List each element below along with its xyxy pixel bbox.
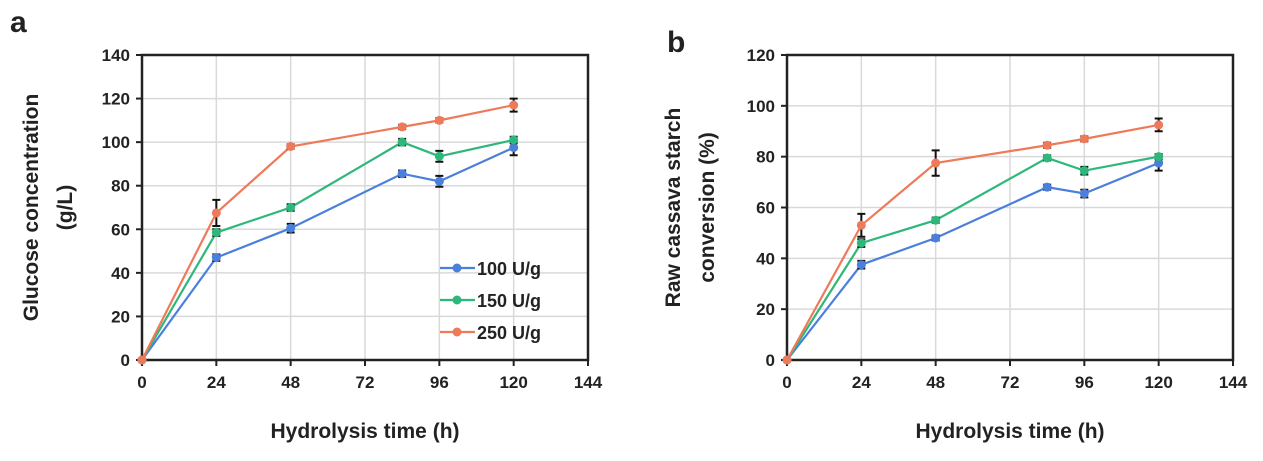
x-tick-label: 24 <box>207 373 226 392</box>
data-point <box>286 223 296 233</box>
data-point <box>856 220 866 230</box>
data-point <box>1042 153 1052 163</box>
x-tick-label: 120 <box>499 373 527 392</box>
data-point <box>1154 120 1164 130</box>
data-point <box>1079 189 1089 199</box>
y-tick-label: 60 <box>756 199 775 218</box>
series-250-U-g <box>782 117 1164 365</box>
data-point <box>397 122 407 132</box>
series-250-U-g <box>137 97 519 365</box>
data-point <box>286 203 296 212</box>
plot-frame <box>785 53 1235 362</box>
legend-label: 250 U/g <box>477 323 541 343</box>
y-tick-label: 80 <box>111 177 130 196</box>
y-axis-label: (g/L) <box>54 185 77 230</box>
y-axis-label: Glucose concentration <box>20 94 43 322</box>
series-line <box>786 162 1160 361</box>
data-point <box>509 135 519 145</box>
y-tick-label: 0 <box>766 351 775 370</box>
data-point <box>286 142 296 151</box>
plot-frame <box>140 53 590 362</box>
y-tick-label: 60 <box>111 220 130 239</box>
data-point <box>509 143 519 153</box>
y-tick-label: 120 <box>747 46 775 65</box>
data-point <box>211 208 221 218</box>
data-point <box>137 355 147 365</box>
data-point <box>1154 158 1164 168</box>
x-tick-label: 120 <box>1144 373 1172 392</box>
y-tick-label: 140 <box>102 46 130 65</box>
x-tick-label: 48 <box>926 373 945 392</box>
data-point <box>931 215 941 225</box>
series-line <box>141 138 514 361</box>
data-point <box>1079 134 1089 144</box>
y-axis-label: Raw cassava starch <box>662 108 685 308</box>
y-tick-label: 20 <box>756 300 775 319</box>
data-point <box>856 260 866 270</box>
x-tick-label: 96 <box>1075 373 1094 392</box>
x-tick-label: 48 <box>281 373 300 392</box>
panel-label: a <box>10 6 27 39</box>
y-tick-label: 40 <box>756 249 775 268</box>
data-point <box>434 151 444 161</box>
y-tick-label: 100 <box>747 97 775 116</box>
data-point <box>931 233 941 243</box>
series-line <box>786 155 1159 361</box>
legend: 100 U/g 150 U/g 250 U/g <box>440 259 541 343</box>
x-tick-label: 0 <box>782 373 791 392</box>
legend-marker <box>452 295 462 305</box>
data-point <box>1079 166 1089 176</box>
data-point <box>509 100 519 110</box>
data-point <box>397 137 407 147</box>
x-tick-label: 24 <box>852 373 871 392</box>
legend-label: 150 U/g <box>477 291 541 311</box>
x-tick-label: 0 <box>137 373 146 392</box>
data-point <box>434 115 444 125</box>
series-line <box>141 146 515 361</box>
data-point <box>434 176 444 186</box>
x-tick-label: 144 <box>574 373 603 392</box>
data-point <box>1042 140 1052 150</box>
legend-marker <box>452 327 462 337</box>
series-line <box>141 104 514 361</box>
x-tick-label: 144 <box>1219 373 1248 392</box>
panel-a: 0 24 48 72 96 120 144 0 20 40 60 80 100 120 140 100 U/g… <box>10 6 603 443</box>
series-line <box>786 123 1159 361</box>
y-tick-label: 80 <box>756 148 775 167</box>
y-tick-label: 0 <box>121 351 130 370</box>
y-tick-label: 100 <box>102 133 130 152</box>
legend-label: 100 U/g <box>477 259 541 279</box>
data-point <box>1154 152 1164 162</box>
y-axis-label: conversion (%) <box>696 132 719 283</box>
data-point <box>397 169 407 179</box>
x-tick-label: 72 <box>356 373 375 392</box>
data-point <box>211 253 221 263</box>
data-point <box>931 158 941 168</box>
panel-label: b <box>667 26 685 59</box>
x-tick-label: 96 <box>430 373 449 392</box>
x-axis-label: Hydrolysis time (h) <box>270 420 459 443</box>
x-axis-label: Hydrolysis time (h) <box>915 420 1104 443</box>
series-150-U-g <box>137 135 519 365</box>
data-point <box>211 228 221 238</box>
legend-marker <box>452 263 462 273</box>
panel-b: 0 24 48 72 96 120 144 0 20 40 60 80 100 120 b Hydrolysi… <box>662 26 1248 443</box>
series-100-U-g <box>782 154 1164 365</box>
data-point <box>782 355 792 365</box>
data-point <box>1042 182 1052 192</box>
data-point <box>856 238 866 248</box>
y-tick-label: 40 <box>111 264 130 283</box>
x-tick-label: 72 <box>1001 373 1020 392</box>
y-tick-label: 120 <box>102 90 130 109</box>
y-tick-label: 20 <box>111 307 130 326</box>
